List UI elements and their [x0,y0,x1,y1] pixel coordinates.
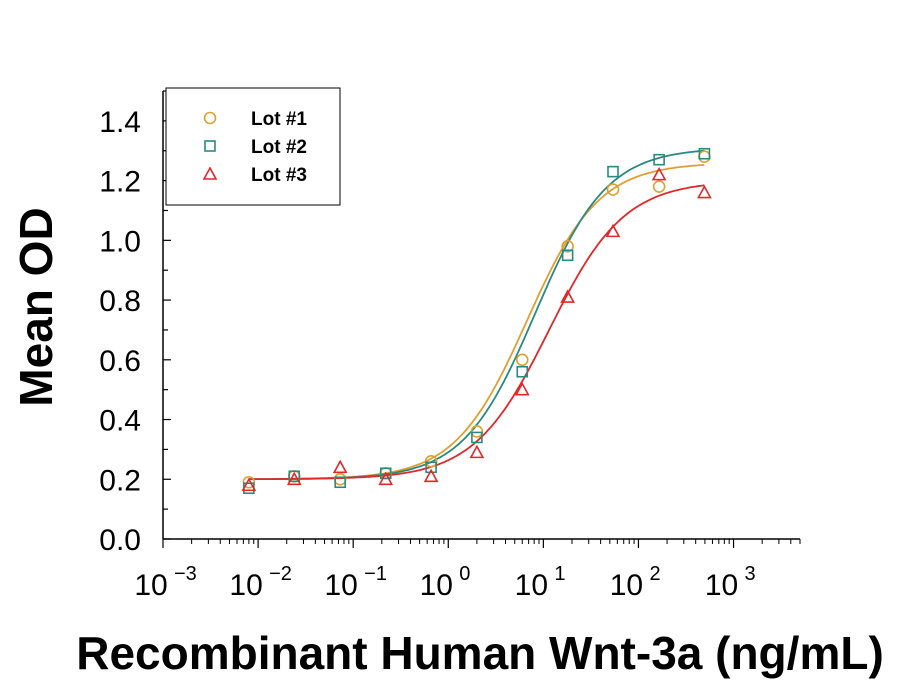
x-tick-exponent: 3 [745,563,756,585]
data-point-circle [606,183,620,196]
x-axis-title: Recombinant Human Wnt-3a (ng/mL) [76,627,884,679]
data-point-triangle [697,184,712,199]
y-tick-label: 1.4 [99,106,141,139]
data-point-square [607,165,619,178]
legend-item-lot-2: Lot #2 [204,137,307,158]
data-point-square [516,365,529,378]
data-point-circle [561,240,574,253]
legend: Lot #1 Lot #2 Lot #3 [165,87,341,206]
data-point-square [561,249,574,262]
legend-label: Lot #3 [251,165,307,186]
x-tick-label: 10 [324,569,357,602]
y-tick-label: 0.2 [99,464,141,497]
legend-label: Lot #2 [251,137,307,158]
data-point-circle [242,475,256,489]
data-point-square [698,147,711,160]
data-point-circle [424,455,438,468]
x-tick-exponent: 1 [554,563,565,585]
data-point-square [334,476,346,489]
y-tick-label: 0.6 [99,345,141,378]
x-tick-exponent: −3 [174,563,197,585]
data-point-circle [333,472,347,486]
data-point-triangle [514,381,530,396]
data-point-square [471,431,483,444]
data-point-circle [515,353,529,367]
circle-marker-icon [203,111,217,125]
data-point-triangle [605,223,621,238]
x-tick-exponent: −1 [364,563,387,585]
y-axis-title: Mean OD [10,207,62,406]
y-ticks: 0.0 0.2 0.4 0.6 0.8 1.0 1.2 1.4 [99,90,171,557]
data-point-triangle [469,444,485,459]
data-point-circle [652,180,666,193]
x-tick-label: 10 [610,569,643,602]
data-point-square [379,467,392,480]
x-tick-exponent: 0 [459,563,470,585]
x-tick-label: 10 [515,569,548,602]
data-point-triangle [241,477,257,492]
fit-curve-lot-3 [248,184,705,481]
y-tick-label: 1.0 [99,225,141,258]
legend-label: Lot #1 [251,109,307,130]
data-point-triangle [332,459,348,474]
data-point-square [288,470,301,483]
legend-item-lot-1: Lot #1 [203,109,307,130]
x-tick-label: 10 [134,569,167,602]
legend-box [165,87,341,206]
data-point-triangle [651,166,667,181]
x-tick-label: 10 [229,569,262,602]
x-tick-label: 10 [705,569,738,602]
data-point-square [425,461,437,474]
data-point-circle [470,425,484,438]
y-tick-label: 0.4 [99,405,141,438]
y-tick-label: 0.8 [99,285,141,318]
x-tick-exponent: 2 [649,563,660,585]
data-point-triangle [378,471,394,486]
data-point-square [653,153,665,166]
data-point-triangle [286,471,302,486]
triangle-marker-icon [202,166,218,180]
y-tick-label: 1.2 [99,166,141,199]
data-points [241,147,712,495]
fit-curves [248,149,705,481]
square-marker-icon [204,140,216,152]
x-ticks: 10 −3 10 −2 10 −1 10 0 10 1 10 2 10 3 [134,539,801,602]
x-tick-exponent: −2 [269,563,292,585]
axes [162,91,800,540]
data-point-circle [698,150,711,164]
data-point-triangle [560,289,575,303]
legend-item-lot-3: Lot #3 [202,165,307,186]
x-tick-label: 10 [420,569,453,602]
y-tick-label: 0.0 [99,524,141,557]
data-point-triangle [423,468,439,483]
